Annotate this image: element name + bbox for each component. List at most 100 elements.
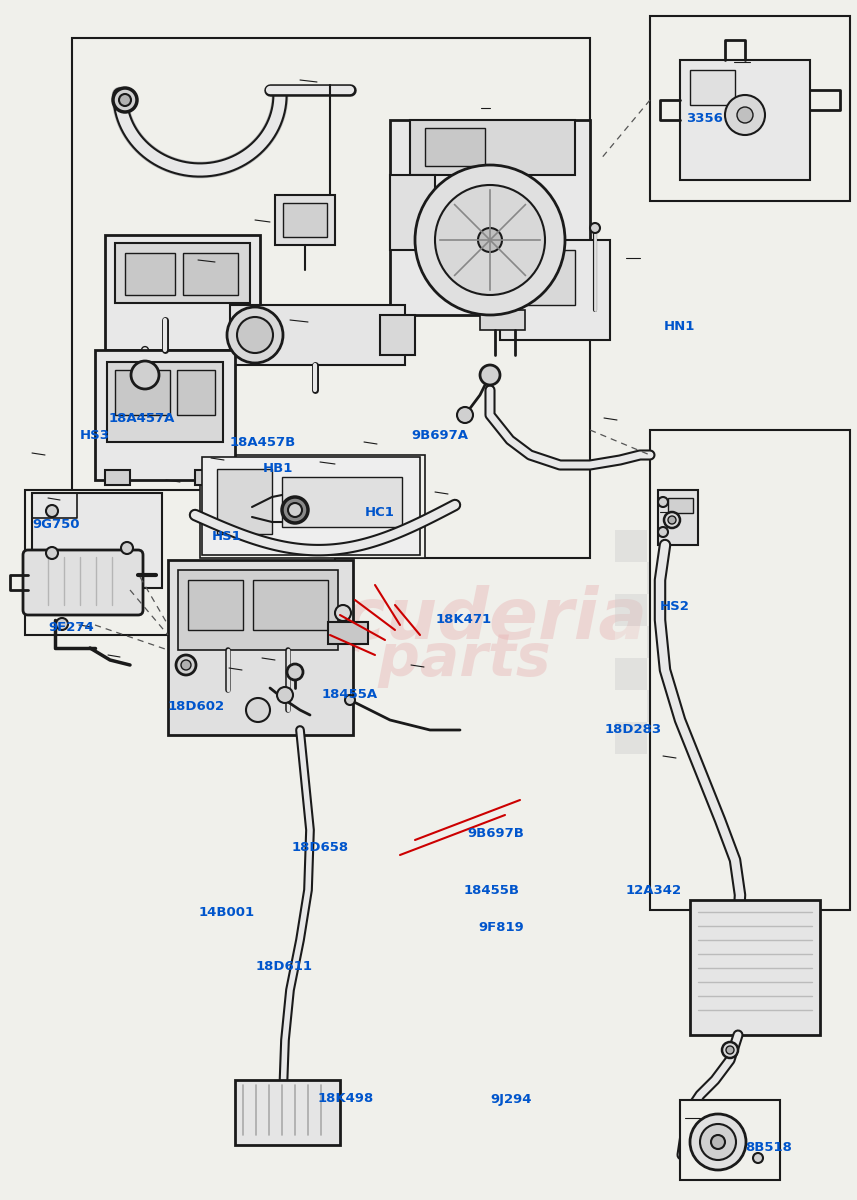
Text: 12A342: 12A342 <box>626 884 681 896</box>
Circle shape <box>227 307 283 362</box>
Bar <box>807 562 839 594</box>
Bar <box>711 562 743 594</box>
Bar <box>743 530 775 562</box>
Bar <box>615 562 647 594</box>
Bar <box>807 594 839 626</box>
Bar <box>125 253 175 295</box>
Bar <box>807 626 839 658</box>
Bar <box>95 350 235 480</box>
Bar <box>743 594 775 626</box>
Text: 9F819: 9F819 <box>478 922 524 934</box>
Bar <box>105 470 130 485</box>
Text: 18D283: 18D283 <box>604 724 662 736</box>
Bar <box>283 203 327 236</box>
Bar <box>615 722 647 754</box>
Bar <box>775 530 807 562</box>
Bar <box>647 594 679 626</box>
Bar <box>690 900 820 1034</box>
Bar <box>410 120 575 175</box>
Circle shape <box>737 107 753 122</box>
Bar <box>217 469 272 534</box>
Circle shape <box>288 503 302 517</box>
Bar <box>105 235 260 350</box>
Bar <box>615 530 647 562</box>
Circle shape <box>478 228 502 252</box>
Bar <box>711 594 743 626</box>
Circle shape <box>181 660 191 670</box>
Circle shape <box>726 1046 734 1054</box>
Circle shape <box>277 686 293 703</box>
Text: 18K498: 18K498 <box>317 1092 374 1104</box>
Circle shape <box>664 512 680 528</box>
Circle shape <box>56 618 68 630</box>
Bar <box>647 530 679 562</box>
Bar <box>711 690 743 722</box>
Bar <box>202 457 420 554</box>
Bar <box>115 370 170 415</box>
Text: HN1: HN1 <box>664 320 696 332</box>
Bar <box>679 530 711 562</box>
Circle shape <box>131 361 159 389</box>
Circle shape <box>725 95 765 134</box>
Text: 18A457B: 18A457B <box>230 437 296 449</box>
Bar <box>807 722 839 754</box>
Bar <box>690 70 735 104</box>
Bar <box>775 594 807 626</box>
Bar <box>253 580 328 630</box>
Text: scuderia: scuderia <box>300 586 647 654</box>
Bar <box>107 362 223 442</box>
Bar <box>178 570 338 650</box>
Bar <box>650 16 850 200</box>
Circle shape <box>335 605 351 622</box>
Bar <box>188 580 243 630</box>
Circle shape <box>119 94 131 106</box>
Bar <box>680 60 810 180</box>
Bar <box>230 305 405 365</box>
Bar <box>615 626 647 658</box>
Bar <box>115 242 250 302</box>
Bar <box>235 1080 340 1145</box>
Bar <box>647 722 679 754</box>
FancyBboxPatch shape <box>23 550 143 614</box>
Bar <box>615 690 647 722</box>
Bar <box>711 722 743 754</box>
Bar <box>743 690 775 722</box>
Circle shape <box>46 547 58 559</box>
Text: 8B518: 8B518 <box>746 1141 793 1153</box>
Circle shape <box>658 527 668 538</box>
Bar <box>25 490 335 635</box>
Circle shape <box>590 223 600 233</box>
Circle shape <box>415 164 565 314</box>
Circle shape <box>282 497 308 523</box>
Bar <box>195 470 220 485</box>
Circle shape <box>457 407 473 422</box>
Text: 18455B: 18455B <box>464 884 519 896</box>
Bar <box>775 690 807 722</box>
Bar <box>679 690 711 722</box>
Circle shape <box>287 664 303 680</box>
Bar <box>72 38 590 558</box>
Bar <box>647 626 679 658</box>
Text: car parts: car parts <box>255 631 551 689</box>
Bar <box>679 626 711 658</box>
Circle shape <box>246 698 270 722</box>
Circle shape <box>658 497 668 506</box>
Bar <box>679 722 711 754</box>
Bar <box>807 690 839 722</box>
Bar <box>743 722 775 754</box>
Bar <box>711 658 743 690</box>
Bar <box>647 690 679 722</box>
Text: HS1: HS1 <box>212 530 242 542</box>
Bar <box>200 455 425 558</box>
Circle shape <box>113 88 137 112</box>
Text: HB1: HB1 <box>263 462 293 474</box>
Bar <box>32 493 162 588</box>
Bar <box>807 530 839 562</box>
Circle shape <box>237 317 273 353</box>
Text: 9F274: 9F274 <box>49 622 94 634</box>
Text: 18D658: 18D658 <box>291 841 349 853</box>
Bar <box>500 240 610 340</box>
Bar <box>282 476 402 527</box>
Circle shape <box>46 505 58 517</box>
Circle shape <box>668 516 676 524</box>
